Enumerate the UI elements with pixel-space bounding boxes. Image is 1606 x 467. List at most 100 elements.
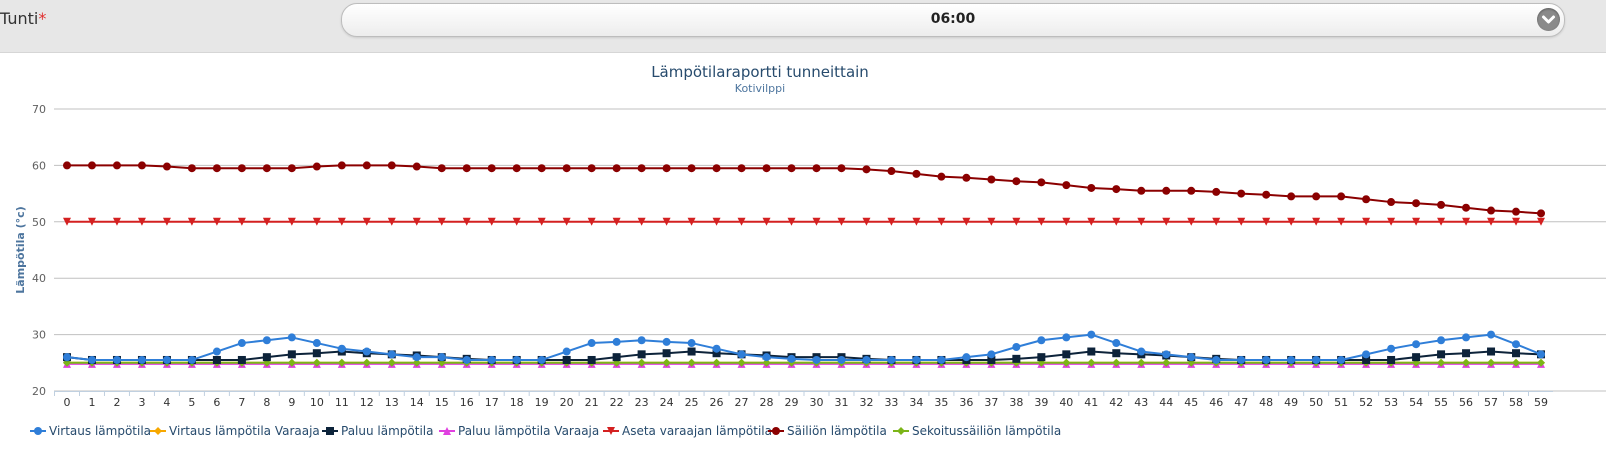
data-point bbox=[512, 164, 521, 173]
data-point bbox=[937, 172, 946, 181]
data-point bbox=[987, 175, 996, 184]
data-point bbox=[787, 354, 796, 363]
data-point bbox=[987, 217, 996, 226]
data-point bbox=[687, 164, 696, 173]
data-point bbox=[262, 353, 271, 362]
x-tick-label: 35 bbox=[934, 396, 948, 409]
data-point bbox=[687, 358, 696, 367]
data-point bbox=[687, 217, 696, 226]
data-point bbox=[312, 162, 321, 171]
data-point bbox=[662, 337, 671, 346]
data-point bbox=[1137, 217, 1146, 226]
legend-item-label: Säiliön lämpötila bbox=[787, 424, 887, 438]
data-point bbox=[1412, 353, 1421, 362]
data-point bbox=[862, 165, 871, 174]
data-point bbox=[912, 169, 921, 178]
x-tick-label: 0 bbox=[64, 396, 71, 409]
data-point bbox=[262, 164, 271, 173]
data-point bbox=[362, 347, 371, 356]
data-point bbox=[337, 344, 346, 353]
legend-marker bbox=[772, 427, 780, 435]
x-tick-label: 22 bbox=[610, 396, 624, 409]
data-point bbox=[787, 164, 796, 173]
data-point bbox=[237, 339, 246, 348]
data-point bbox=[1287, 192, 1296, 201]
data-point bbox=[287, 333, 296, 342]
data-point bbox=[1037, 336, 1046, 345]
data-point bbox=[712, 349, 721, 358]
chart-subtitle: Kotivilppi bbox=[735, 82, 785, 95]
x-tick-label: 31 bbox=[834, 396, 848, 409]
data-point bbox=[1212, 187, 1221, 196]
data-point bbox=[1062, 350, 1071, 359]
x-tick-label: 49 bbox=[1284, 396, 1298, 409]
x-tick-label: 57 bbox=[1484, 396, 1498, 409]
data-point bbox=[1412, 217, 1421, 226]
data-point bbox=[262, 336, 271, 345]
data-point bbox=[1462, 333, 1471, 342]
data-point bbox=[1087, 330, 1096, 339]
x-tick-label: 48 bbox=[1259, 396, 1273, 409]
data-point bbox=[837, 217, 846, 226]
y-tick-label: 50 bbox=[32, 216, 46, 229]
data-point bbox=[1212, 355, 1221, 364]
hour-select[interactable]: 06:00 bbox=[341, 3, 1565, 37]
data-point bbox=[1087, 183, 1096, 192]
data-point bbox=[987, 355, 996, 364]
y-axis-title: Lämpötila (°c) bbox=[14, 206, 27, 293]
data-point bbox=[137, 161, 146, 170]
data-point bbox=[162, 355, 171, 364]
data-point bbox=[262, 217, 271, 226]
data-point bbox=[437, 164, 446, 173]
legend-marker bbox=[443, 427, 451, 435]
chevron-down-icon[interactable] bbox=[1537, 8, 1560, 31]
data-point bbox=[612, 337, 621, 346]
data-point bbox=[1062, 181, 1071, 190]
data-point bbox=[63, 161, 71, 170]
data-point bbox=[1312, 355, 1321, 364]
data-point bbox=[1287, 355, 1296, 364]
data-point bbox=[587, 217, 596, 226]
data-point bbox=[1012, 177, 1021, 186]
x-tick-label: 42 bbox=[1109, 396, 1123, 409]
x-tick-label: 44 bbox=[1159, 396, 1173, 409]
data-point bbox=[1537, 358, 1545, 367]
x-tick-label: 38 bbox=[1009, 396, 1023, 409]
data-point bbox=[687, 347, 696, 356]
data-point bbox=[762, 164, 771, 173]
data-point bbox=[887, 355, 896, 364]
data-point bbox=[387, 161, 396, 170]
data-point bbox=[362, 217, 371, 226]
data-point bbox=[1362, 355, 1371, 364]
data-point bbox=[1462, 217, 1471, 226]
data-point bbox=[1387, 198, 1396, 207]
data-point bbox=[812, 217, 821, 226]
data-point bbox=[1137, 186, 1146, 195]
data-point bbox=[1087, 358, 1096, 367]
data-point bbox=[1512, 207, 1521, 216]
data-point bbox=[687, 339, 696, 348]
data-point bbox=[462, 355, 471, 364]
data-point bbox=[487, 217, 496, 226]
data-point bbox=[1512, 217, 1521, 226]
data-point bbox=[312, 358, 321, 367]
data-point bbox=[887, 217, 896, 226]
data-point bbox=[1362, 350, 1371, 359]
data-point bbox=[1012, 354, 1021, 363]
data-point bbox=[287, 164, 296, 173]
data-point bbox=[587, 355, 596, 364]
data-point bbox=[337, 217, 346, 226]
data-point bbox=[287, 358, 296, 367]
x-tick-label: 37 bbox=[984, 396, 998, 409]
x-tick-label: 23 bbox=[635, 396, 649, 409]
x-tick-label: 3 bbox=[138, 396, 145, 409]
data-point bbox=[287, 217, 296, 226]
data-point bbox=[562, 217, 571, 226]
x-tick-label: 32 bbox=[859, 396, 873, 409]
data-point bbox=[1037, 178, 1046, 187]
data-point bbox=[287, 350, 296, 359]
data-point bbox=[1112, 185, 1121, 194]
data-point bbox=[637, 217, 646, 226]
data-point bbox=[887, 167, 896, 176]
data-point bbox=[87, 217, 96, 226]
